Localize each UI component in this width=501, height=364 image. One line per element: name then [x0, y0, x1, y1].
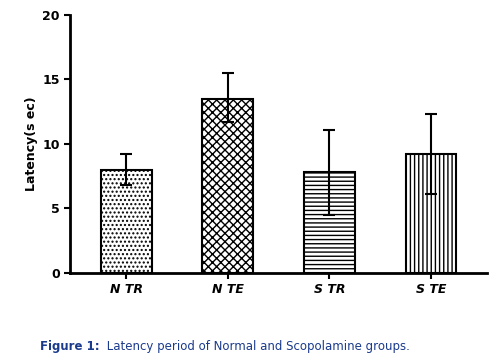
Bar — [405, 154, 455, 273]
Y-axis label: Latency(s ec): Latency(s ec) — [25, 96, 38, 191]
Bar — [101, 170, 151, 273]
Text: Figure 1:: Figure 1: — [40, 340, 100, 353]
Bar — [304, 172, 354, 273]
Bar — [202, 99, 253, 273]
Text: Latency period of Normal and Scopolamine groups.: Latency period of Normal and Scopolamine… — [103, 340, 409, 353]
